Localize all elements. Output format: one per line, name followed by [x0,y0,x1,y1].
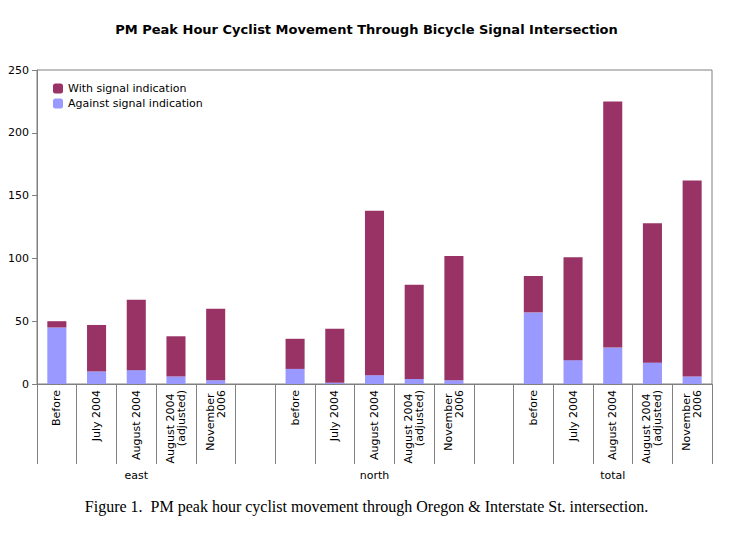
svg-text:2006: 2006 [215,390,228,418]
svg-text:200: 200 [8,126,29,139]
svg-text:November: November [680,390,694,451]
svg-text:250: 250 [8,64,29,77]
svg-text:November: November [441,390,455,451]
svg-text:August 2004: August 2004 [402,390,416,464]
svg-text:August 2004: August 2004 [130,390,143,460]
svg-text:(adjusted): (adjusted) [413,390,426,446]
svg-text:50: 50 [15,315,29,328]
svg-text:November: November [203,390,217,451]
svg-text:With signal indication: With signal indication [68,82,186,95]
svg-text:150: 150 [8,189,29,202]
svg-text:100: 100 [8,252,29,265]
svg-text:August 2004: August 2004 [640,390,654,464]
svg-text:Before: Before [50,390,63,426]
svg-text:PM Peak Hour Cyclist Movement: PM Peak Hour Cyclist Movement Through Bi… [115,22,618,37]
svg-text:July 2004: July 2004 [90,390,103,442]
svg-text:total: total [600,469,625,482]
svg-text:August 2004: August 2004 [606,390,619,460]
svg-text:August 2004: August 2004 [368,390,381,460]
svg-text:August 2004: August 2004 [164,390,177,464]
svg-text:Against signal indication: Against signal indication [68,97,203,110]
svg-text:(adjusted): (adjusted) [651,390,664,446]
svg-text:before: before [527,390,540,426]
svg-text:north: north [360,469,390,482]
svg-text:Figure 1. PM peak hour cyclis: Figure 1. PM peak hour cyclist movement … [85,498,648,516]
svg-text:2006: 2006 [453,390,466,418]
svg-text:2006: 2006 [691,390,704,418]
svg-text:(adjusted): (adjusted) [175,390,188,446]
svg-text:July 2004: July 2004 [328,390,341,442]
svg-text:July 2004: July 2004 [567,390,580,442]
svg-text:east: east [124,469,148,482]
svg-text:0: 0 [22,378,29,391]
svg-text:before: before [289,390,302,426]
